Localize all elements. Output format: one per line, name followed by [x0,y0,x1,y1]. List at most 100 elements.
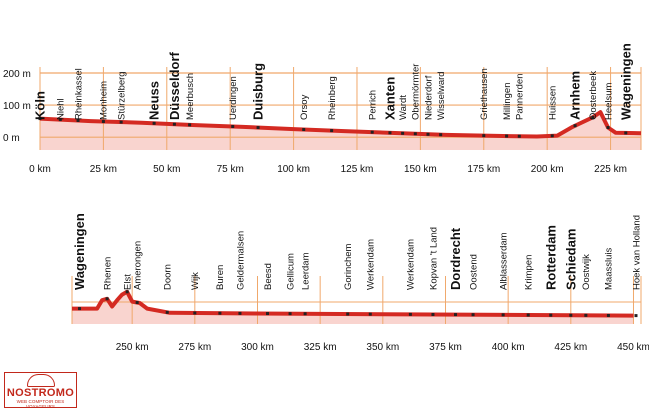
place-marker [388,131,392,135]
place-marker [238,311,242,315]
place-marker [78,307,82,311]
x-tick-label: 200 km [531,164,564,175]
place-marker [38,117,42,121]
place-label: Duisburg [251,63,266,120]
place-marker [408,312,412,316]
place-label: Oosterbeek [588,71,599,120]
place-label: Pannerden [515,74,526,120]
place-label: Millingen [502,82,513,120]
place-label: Maassluis [604,248,615,290]
place-marker [152,121,156,125]
place-label: Wijk [190,272,201,290]
place-label: Gorinchem [343,243,354,290]
place-marker [346,312,350,316]
place-label: Perrich [368,90,379,120]
place-label: Kopvan 't Land [428,227,439,290]
globe-icon [27,374,55,387]
place-marker [505,134,509,138]
place-marker [606,126,610,130]
place-marker [401,131,405,135]
place-marker [501,313,505,317]
place-label: Werkendam [366,239,377,290]
x-tick-label: 175 km [467,164,500,175]
place-label: Uerdingen [228,76,239,120]
place-label: Rheinkassel [73,68,84,120]
x-tick-label: 0 km [29,164,51,175]
profile-panel-2: 250 km 275 km 300 km 325 km 350 km 375 km 400 … [71,213,649,353]
place-marker [172,122,176,126]
place-marker [58,118,62,122]
place-label: Wardt [398,95,409,120]
y-tick-label: 200 m [3,69,31,80]
logo-tagline: WEB COMPTOIR DES VOYAGEURS [16,399,65,409]
place-label: Huissen [548,86,559,120]
place-marker [330,129,334,133]
place-marker [549,313,553,317]
place-marker [119,120,123,124]
nostromo-logo: NOSTROMO WEB COMPTOIR DES VOYAGEURS [4,372,77,409]
place-label: Heelsum [603,82,614,120]
place-marker [550,134,554,138]
place-label: Schiedam [563,229,578,290]
route-line [72,289,634,318]
place-label: Werkendam [406,239,417,290]
place-marker [413,132,417,136]
place-marker [231,125,235,129]
place-marker [569,313,573,317]
x-tick-label: 425 km [554,342,587,353]
place-marker [426,132,430,136]
place-marker [431,312,435,316]
place-marker [76,118,80,122]
place-marker [526,313,530,317]
x-tick-label: 250 km [116,342,149,353]
place-marker [454,313,458,317]
place-label: Stürzelberg [116,71,127,120]
place-label: Elst [122,274,133,290]
place-label: Wageningen [618,43,633,120]
place-label: Doorn [163,264,174,290]
route-line [39,110,642,139]
place-marker [606,313,610,317]
place-marker [584,313,588,317]
x-tick-label: 25 km [90,164,117,175]
x-tick-label: 375 km [429,342,462,353]
place-label: Wisselward [436,71,447,120]
place-marker [368,312,372,316]
place-label: Arnhem [568,71,583,120]
place-marker [303,312,307,316]
place-label: Köln [33,91,48,120]
place-marker [370,130,374,134]
place-marker [288,312,292,316]
place-label: Dordrecht [448,227,463,290]
place-label: Leerdam [300,252,311,290]
place-marker [517,134,521,138]
place-label: Beesd [263,263,274,290]
x-tick-label: 150 km [404,164,437,175]
x-tick-label: 450 km [617,342,649,353]
x-tick-label: 300 km [241,342,274,353]
y-tick-label: 0 m [3,133,20,144]
x-tick-label: 325 km [304,342,337,353]
place-marker [573,124,577,128]
place-marker [135,301,139,305]
place-label: Hoek van Holland [631,215,642,290]
place-marker [105,297,109,301]
place-label: Düsseldorf [167,51,182,120]
place-label: Griethausen [479,68,490,120]
place-label: Meerbusch [185,73,196,120]
place-label: Monheim [99,81,110,120]
x-tick-label: 350 km [366,342,399,353]
place-marker [266,312,270,316]
place-marker [302,128,306,132]
place-marker [256,126,260,130]
place-label: Geldermalsen [235,231,246,290]
place-label: Xanten [382,77,397,120]
place-label: Wageningen [72,213,87,290]
place-marker [101,120,105,124]
place-label: Neuss [147,81,162,120]
elevation-area [72,291,634,324]
x-tick-label: 225 km [594,164,627,175]
place-marker [591,115,595,119]
place-label: Oostend [468,254,479,290]
